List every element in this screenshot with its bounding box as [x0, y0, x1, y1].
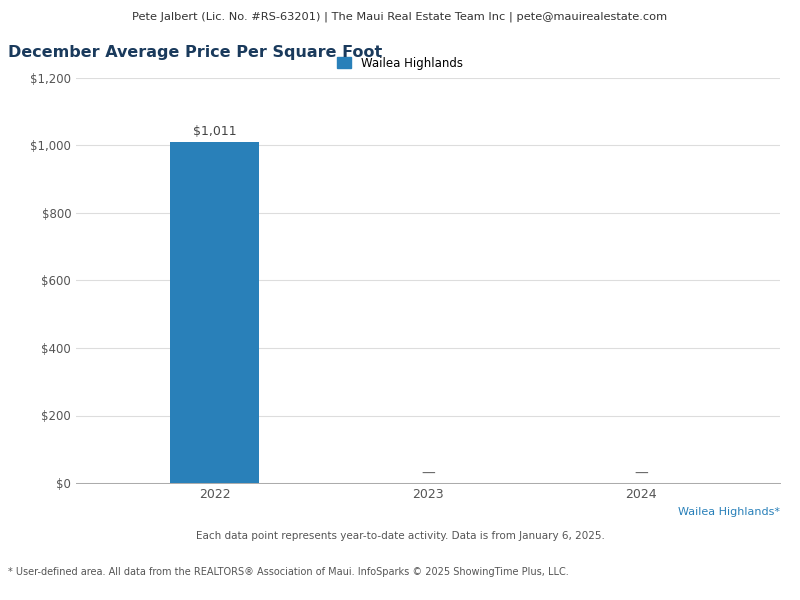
Text: Pete Jalbert (Lic. No. #RS-63201) | The Maui Real Estate Team Inc | pete@mauirea: Pete Jalbert (Lic. No. #RS-63201) | The … [133, 11, 667, 22]
Legend: Wailea Highlands: Wailea Highlands [333, 52, 467, 74]
Text: Wailea Highlands*: Wailea Highlands* [678, 507, 780, 517]
Text: $1,011: $1,011 [193, 125, 237, 138]
Text: December Average Price Per Square Foot: December Average Price Per Square Foot [8, 45, 382, 60]
Text: —: — [421, 467, 435, 481]
Text: —: — [634, 467, 648, 481]
Text: Each data point represents year-to-date activity. Data is from January 6, 2025.: Each data point represents year-to-date … [195, 531, 605, 541]
Text: * User-defined area. All data from the REALTORS® Association of Maui. InfoSparks: * User-defined area. All data from the R… [8, 567, 569, 577]
Bar [170, 142, 259, 483]
